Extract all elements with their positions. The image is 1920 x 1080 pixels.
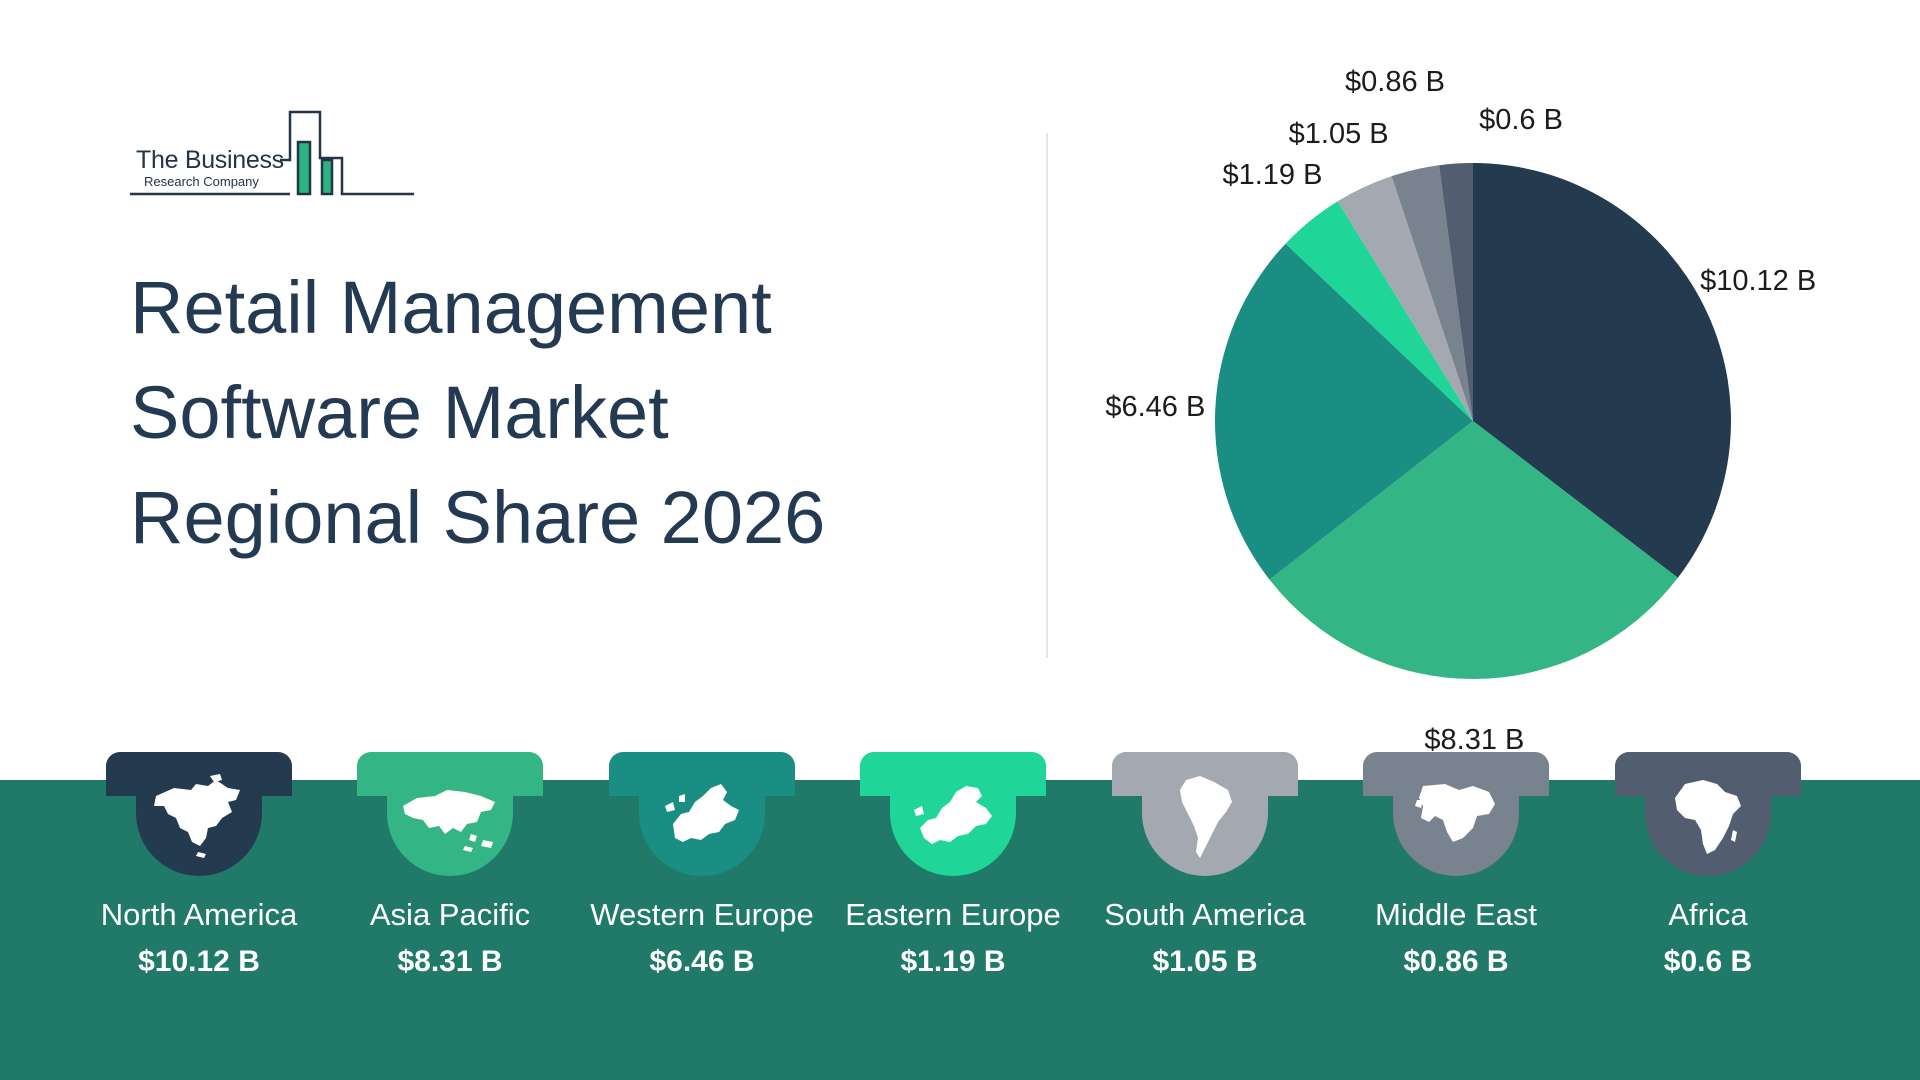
pie-slice-africa (1439, 163, 1473, 421)
title-line-3: Regional Share 2026 (130, 476, 826, 559)
eastern-europe-map-icon (914, 786, 992, 844)
title-line-2: Software Market (130, 371, 669, 454)
pie-label-western-europe: $6.46 B (1105, 391, 1205, 423)
region-card-asia-pacific: Asia Pacific $8.31 B (357, 752, 543, 1052)
region-card-africa: Africa $0.6 B (1615, 752, 1801, 1052)
region-name: Asia Pacific (369, 897, 531, 932)
region-name: Eastern Europe (845, 897, 1061, 932)
pie-label-north-america: $10.12 B (1700, 265, 1816, 297)
region-value: $1.05 B (1152, 945, 1258, 978)
pie-label-africa: $0.6 B (1479, 104, 1563, 136)
skyline-logo-icon (130, 110, 414, 196)
region-card-middle-east: Middle East $0.86 B (1363, 752, 1549, 1052)
middle-east-map-icon (1415, 784, 1495, 842)
region-value: $1.19 B (900, 945, 1006, 978)
pie-slice-western-europe (1215, 243, 1473, 580)
region-value: $10.12 B (138, 945, 260, 978)
pie-slice-south-america (1337, 176, 1473, 421)
north-america-map-icon (154, 774, 240, 858)
western-europe-map-icon (665, 784, 739, 842)
vertical-divider (1046, 133, 1048, 658)
pie-label-middle-east: $0.86 B (1345, 66, 1445, 98)
region-card-western-europe: Western Europe $6.46 B (590, 752, 814, 1052)
region-value: $6.46 B (649, 945, 755, 978)
region-value: $8.31 B (397, 945, 503, 978)
region-name: Africa (1668, 897, 1748, 932)
region-name: Western Europe (590, 897, 814, 932)
region-name: South America (1104, 897, 1306, 932)
region-value: $0.86 B (1403, 945, 1509, 978)
pie-chart: $10.12 B $8.31 B $6.46 B $1.19 B $1.05 B $0.8… (1105, 66, 1816, 756)
pie-label-eastern-europe: $1.19 B (1222, 159, 1322, 191)
region-card-south-america: South America $1.05 B (1104, 752, 1306, 1052)
africa-map-icon (1675, 780, 1741, 854)
pie-slices (1215, 163, 1731, 679)
region-value: $0.6 B (1663, 945, 1753, 978)
title-line-1: Retail Management (130, 266, 772, 349)
pie-slice-asia-pacific (1269, 421, 1678, 679)
pie-slice-eastern-europe (1285, 201, 1473, 421)
region-card-eastern-europe: Eastern Europe $1.19 B (845, 752, 1061, 1052)
pie-slice-north-america (1473, 163, 1731, 578)
pie-labels: $10.12 B $8.31 B $6.46 B $1.19 B $1.05 B $0.8… (1105, 66, 1816, 756)
region-card-north-america: North America $10.12 B (101, 752, 297, 1052)
page-title: Retail Management Software Market Region… (130, 255, 910, 570)
brand-logo: The Business Research Company (130, 108, 420, 198)
brand-subtitle: Research Company (144, 174, 259, 189)
south-america-map-icon (1180, 776, 1232, 858)
brand-name: The Business (136, 146, 284, 174)
region-name: Middle East (1375, 897, 1537, 932)
pie-label-asia-pacific: $8.31 B (1424, 724, 1524, 756)
pie-slice-middle-east (1391, 165, 1473, 421)
asia-pacific-map-icon (403, 790, 495, 852)
region-name: North America (100, 897, 298, 932)
pie-label-south-america: $1.05 B (1289, 118, 1389, 150)
